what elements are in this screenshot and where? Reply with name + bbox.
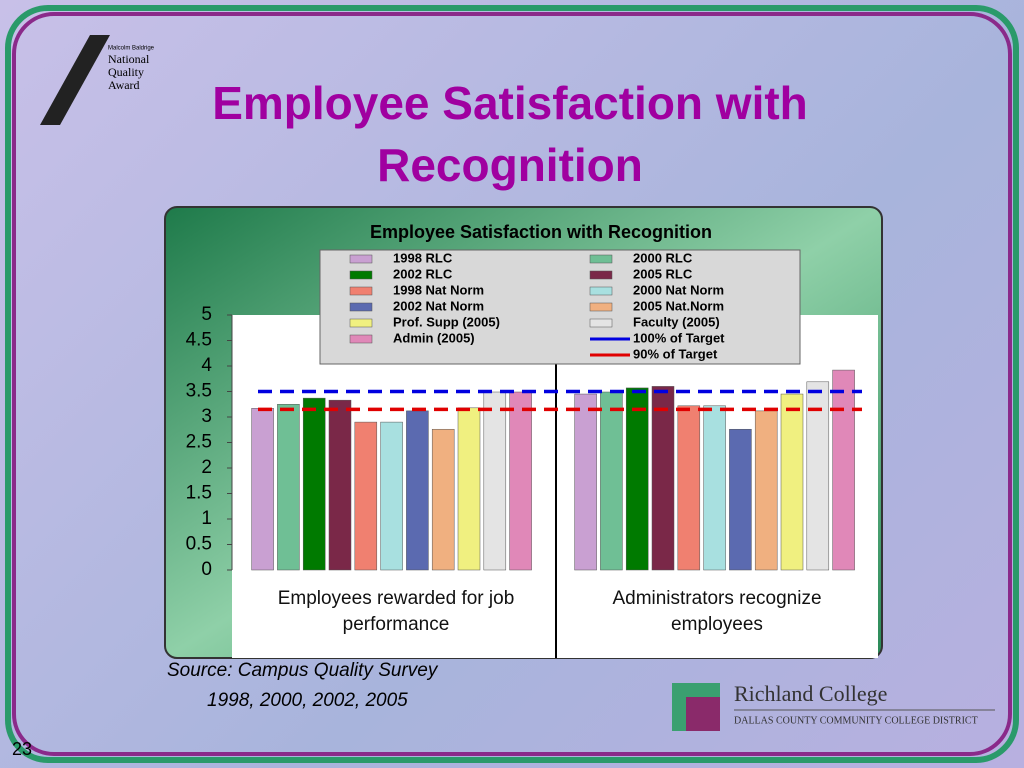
- bar: [651, 386, 675, 571]
- source: Source: Campus Quality Survey: [167, 660, 439, 681]
- bar: [380, 421, 403, 571]
- legend-label: 2002 Nat Norm: [393, 298, 484, 313]
- legend-swatch: [589, 302, 613, 312]
- legend-label: 2005 Nat.Norm: [633, 298, 724, 313]
- bar: [328, 399, 352, 571]
- legend-swatch: [349, 286, 373, 296]
- legend-swatch: [349, 302, 373, 312]
- bar: [832, 369, 855, 571]
- frame: [12, 12, 1012, 756]
- y-tick-label: 2: [201, 457, 212, 478]
- bar: [509, 391, 532, 571]
- legend-label: 90% of Target: [633, 346, 718, 361]
- legend-label: 2000 Nat Norm: [633, 282, 724, 297]
- bar: [806, 381, 830, 571]
- bar: [431, 428, 455, 571]
- y-tick-label: 4: [201, 355, 212, 376]
- y-tick-label: 3: [201, 406, 212, 427]
- bar: [574, 393, 597, 571]
- legend-label: 2000 RLC: [633, 250, 693, 265]
- frame: [5, 5, 1019, 763]
- bar: [457, 407, 481, 571]
- bar: [354, 421, 378, 571]
- bar: [677, 405, 701, 571]
- legend-label: Admin (2005): [393, 330, 475, 345]
- category-label: Administrators recognize employees: [612, 588, 822, 635]
- y-tick-label: 4.5: [186, 330, 212, 351]
- y-tick-label: 1.5: [186, 483, 212, 504]
- bar: [780, 393, 804, 571]
- logo-text: Malcolm Baldrige: [108, 46, 155, 52]
- bar: [600, 391, 623, 571]
- y-tick-label: 3.5: [186, 381, 212, 402]
- legend-label: 100% of Target: [633, 330, 725, 345]
- legend-swatch: [589, 254, 613, 264]
- legend-swatch: [349, 318, 373, 328]
- college-name: Richland College: [734, 681, 887, 706]
- legend-swatch: [589, 286, 613, 296]
- legend-swatch: [349, 254, 373, 264]
- y-tick-label: 2.5: [186, 432, 212, 453]
- bar: [729, 428, 752, 571]
- bar: [302, 397, 326, 571]
- page-number: 23: [12, 739, 32, 759]
- district-name: DALLAS COUNTY COMMUNITY COLLEGE DISTRICT: [734, 715, 978, 726]
- bar: [703, 405, 726, 571]
- legend-label: 1998 RLC: [393, 250, 453, 265]
- source: 1998, 2000, 2002, 2005: [207, 690, 408, 711]
- legend-swatch: [349, 270, 373, 280]
- category-label: Employees rewarded for job performance: [277, 588, 515, 635]
- bar: [251, 408, 274, 571]
- college-logo: [686, 697, 720, 731]
- legend-swatch: [589, 270, 613, 280]
- bar: [625, 387, 649, 571]
- legend-label: 1998 Nat Norm: [393, 282, 484, 297]
- legend-swatch: [349, 334, 373, 344]
- logo-mark: [40, 35, 110, 125]
- y-tick-label: 1: [201, 508, 212, 529]
- slide-title: Employee Satisfaction with Recognition: [212, 77, 808, 191]
- legend-label: Prof. Supp (2005): [393, 314, 500, 329]
- bar: [406, 410, 429, 571]
- legend-label: 2002 RLC: [393, 266, 453, 281]
- bar: [483, 391, 507, 571]
- logo-text: National: [108, 52, 150, 66]
- y-tick-label: 0: [201, 559, 212, 580]
- y-tick-label: 0.5: [186, 534, 212, 555]
- legend: [319, 249, 801, 365]
- legend-swatch: [589, 318, 613, 328]
- y-tick-label: 5: [201, 304, 212, 325]
- bar: [754, 410, 778, 571]
- logo-text: Quality: [108, 65, 144, 79]
- chart-title: Employee Satisfaction with Recognition: [370, 222, 712, 242]
- legend-label: Faculty (2005): [633, 314, 720, 329]
- bar: [277, 404, 300, 571]
- logo-text: Award: [108, 78, 140, 92]
- legend-label: 2005 RLC: [633, 266, 693, 281]
